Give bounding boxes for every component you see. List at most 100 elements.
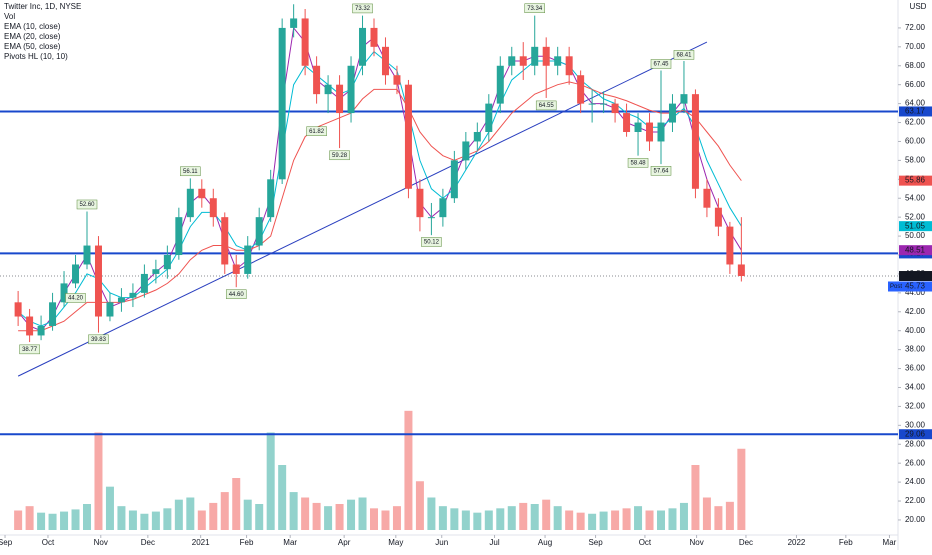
volume-bar	[209, 502, 218, 530]
candle-body	[129, 292, 137, 298]
legend-item: EMA (50, close)	[4, 42, 61, 51]
candle-body	[554, 56, 562, 66]
pivot-label: 59.28	[332, 153, 348, 159]
candle-body	[485, 103, 493, 132]
volume-bar	[473, 512, 482, 530]
pivot-box	[225, 289, 247, 299]
volume-bar	[163, 508, 172, 530]
price-label-bg	[899, 429, 932, 440]
x-tick-label: May	[388, 538, 403, 547]
volume-bar	[657, 510, 665, 530]
price-label-bg	[899, 175, 932, 186]
candle-body	[600, 103, 608, 105]
volume-bar	[519, 502, 528, 530]
volume-bar	[220, 492, 229, 530]
volume-bar	[450, 508, 459, 530]
candle-body	[531, 46, 539, 66]
price-label-bg	[899, 221, 932, 232]
y-tick-label: 54.00	[905, 193, 926, 202]
volume-bar	[725, 501, 734, 530]
candle-body	[83, 245, 91, 265]
x-tick-label: Jul	[489, 538, 499, 547]
pivot-box	[650, 166, 672, 176]
pivot-label: 44.20	[68, 296, 84, 302]
volume-bar	[565, 510, 574, 530]
volume-bar	[611, 510, 620, 530]
price-label: 29.06	[905, 429, 926, 438]
pivot-label: 73.34	[527, 6, 543, 12]
x-tick-label: Feb	[839, 538, 853, 547]
currency: USD	[910, 2, 927, 11]
volume-bar	[622, 508, 631, 530]
price-label: 55.86	[905, 176, 926, 185]
volume-bar	[335, 504, 344, 530]
pivot-box	[650, 59, 672, 69]
candle-body	[186, 188, 194, 218]
pivot-label: 50.12	[424, 240, 440, 246]
volume-bar	[48, 513, 57, 530]
volume-bar	[461, 510, 470, 530]
candle-body	[221, 217, 229, 265]
volume-bar	[714, 506, 723, 530]
candle-body	[519, 56, 527, 66]
candle-body	[416, 188, 424, 218]
volume-bar	[289, 492, 298, 530]
volume-bar	[243, 499, 252, 530]
y-tick-label: 24.00	[905, 477, 926, 486]
y-tick-label: 34.00	[905, 383, 926, 392]
volume-bar	[392, 506, 401, 530]
price-label: 48.51	[905, 245, 926, 254]
volume-bar	[174, 499, 183, 530]
y-tick-label: 58.00	[905, 155, 926, 164]
candle-body	[691, 94, 699, 189]
candle-body	[634, 122, 642, 132]
pivot-box	[421, 237, 442, 247]
candle-body	[72, 264, 80, 284]
candle-body	[336, 84, 344, 114]
x-tick-label: Sep	[0, 538, 13, 547]
candle-body	[152, 269, 160, 274]
y-tick-label: 22.00	[905, 496, 926, 505]
volume-bar	[438, 506, 447, 530]
candle-body	[244, 245, 252, 274]
y-tick-label: 72.00	[905, 23, 926, 32]
volume-bar	[381, 510, 390, 530]
pivot-box	[673, 50, 695, 60]
volume-bar	[232, 478, 241, 530]
pivot-box	[180, 166, 201, 177]
y-tick-label: 64.00	[905, 99, 926, 108]
candle-body	[623, 113, 631, 132]
price-label: 45.78	[905, 271, 926, 280]
candle-body	[657, 122, 665, 142]
volume-bar	[427, 497, 436, 530]
volume-bar	[542, 499, 551, 530]
volume-bar	[37, 512, 46, 530]
volume-bar	[484, 510, 493, 530]
volume-bar	[737, 448, 746, 530]
volume-bar	[312, 502, 321, 530]
y-tick-label: 28.00	[905, 439, 926, 448]
volume-bar	[266, 432, 275, 530]
y-tick-label: 44.00	[905, 288, 926, 297]
candle-body	[14, 302, 22, 317]
pivot-label: 64.55	[539, 103, 555, 109]
candle-body	[726, 226, 734, 265]
x-tick-label: Aug	[538, 538, 552, 547]
candle-body	[508, 56, 516, 66]
candle-body	[140, 273, 148, 293]
pivot-box	[65, 293, 86, 303]
candle-body	[680, 94, 688, 104]
volume-bar	[128, 510, 137, 530]
candle-body	[255, 217, 263, 246]
volume-bar	[60, 511, 69, 530]
pivot-box	[627, 158, 649, 168]
volume-bar	[634, 506, 643, 530]
price-label: 51.05	[905, 221, 926, 230]
post-label-bg	[888, 281, 932, 292]
pivot-label: 67.45	[653, 62, 669, 68]
candle-body	[232, 264, 240, 274]
pivot-label: 68.41	[676, 52, 692, 58]
volume-bar	[553, 506, 562, 530]
y-tick-label: 42.00	[905, 307, 926, 316]
